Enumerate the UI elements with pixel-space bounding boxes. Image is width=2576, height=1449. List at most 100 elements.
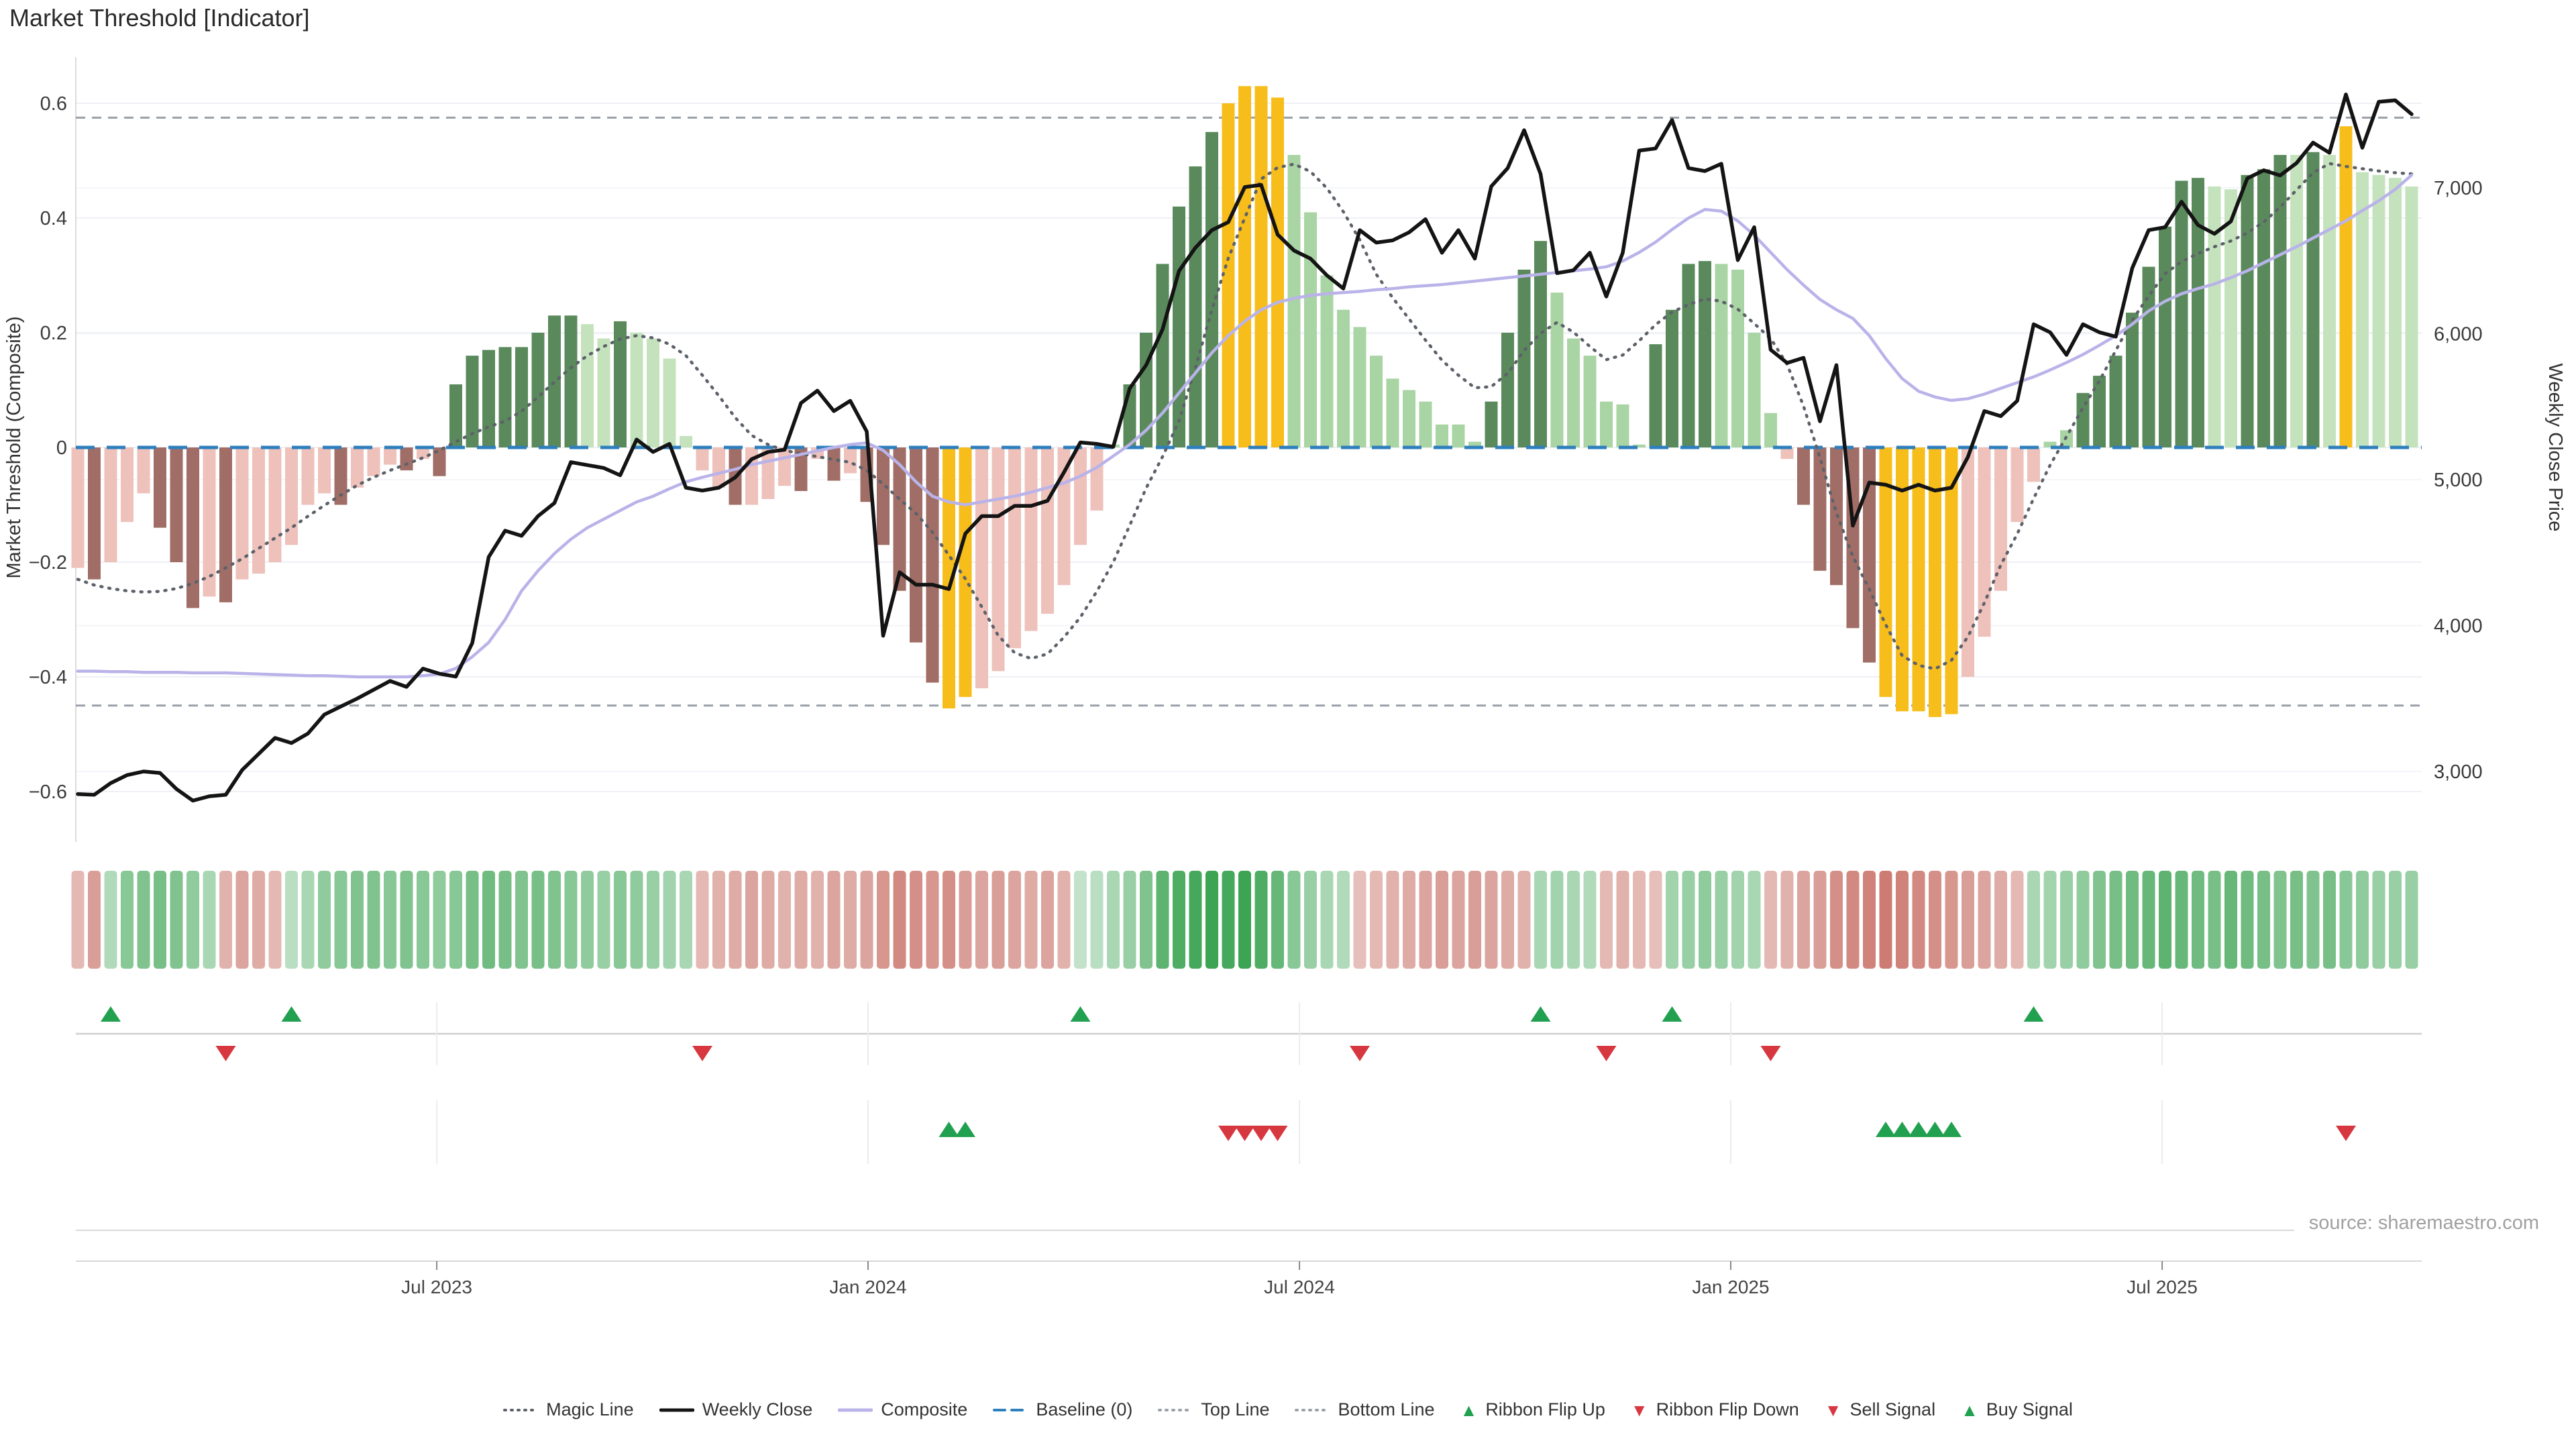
ribbon-cell [252, 871, 265, 969]
legend-item-label: Ribbon Flip Down [1656, 1399, 1799, 1419]
ribbon-cell [334, 871, 347, 969]
ribbon-cell [1517, 871, 1531, 969]
ribbon-flip-up-marker [1662, 1006, 1682, 1022]
ribbon-cell [1567, 871, 1580, 969]
legend-item-buy-signal[interactable]: ▲ Buy Signal [1961, 1399, 2073, 1420]
ribbon-cell [1846, 871, 1860, 969]
threshold-bar [2273, 154, 2287, 447]
threshold-bar [2126, 313, 2139, 447]
threshold-bar [88, 447, 101, 580]
ribbon-cell [384, 871, 396, 969]
threshold-bar [959, 447, 972, 697]
threshold-bar [2241, 174, 2254, 447]
threshold-bar [1912, 447, 1925, 712]
threshold-bar [1764, 413, 1777, 447]
ribbon-cell [1238, 871, 1251, 969]
threshold-bar [2142, 266, 2155, 447]
threshold-bar [991, 447, 1005, 672]
ribbon-cell [318, 871, 331, 969]
legend-item-label: Magic Line [546, 1399, 634, 1419]
ribbon-cell [137, 871, 150, 969]
legend-item-label: Composite [881, 1399, 968, 1419]
threshold-bar [1370, 356, 1383, 447]
threshold-bar [1156, 264, 1169, 447]
ribbon-cell [2093, 871, 2106, 969]
threshold-bar [1682, 264, 1695, 447]
ribbon-cell [2043, 871, 2057, 969]
ribbon-cell [893, 871, 906, 969]
threshold-bar [1616, 404, 1629, 447]
threshold-bar [482, 350, 495, 447]
threshold-bar [121, 447, 133, 523]
right-axis-tick: 4,000 [2434, 616, 2483, 637]
ribbon-flip-up-marker [281, 1006, 302, 1022]
legend-line-swatch [1158, 1408, 1193, 1411]
legend-item-sell-signal[interactable]: ▼ Sell Signal [1825, 1399, 1935, 1420]
ribbon-cell [466, 871, 479, 969]
legend-item-weekly-close[interactable]: Weekly Close [659, 1399, 812, 1420]
threshold-bar [1205, 131, 1218, 447]
legend-item-magic-line[interactable]: Magic Line [503, 1399, 634, 1420]
ribbon-cell [1748, 871, 1761, 969]
ribbon-cell [860, 871, 873, 969]
ribbon-cell [1830, 871, 1843, 969]
threshold-bar [1600, 401, 1613, 447]
ribbon-cell [449, 871, 462, 969]
right-axis-tick: 6,000 [2434, 324, 2483, 345]
threshold-bar [1090, 447, 1104, 511]
ribbon-cell [1600, 871, 1613, 969]
threshold-bar [1550, 292, 1564, 447]
ribbon-cell [1501, 871, 1514, 969]
threshold-bar [1797, 447, 1810, 505]
ribbon-flip-up-marker [1530, 1006, 1551, 1022]
threshold-bar [285, 447, 298, 545]
threshold-bar [219, 447, 232, 602]
ribbon-cell [975, 871, 988, 969]
sell-signal-marker [1234, 1126, 1255, 1141]
legend-item-composite[interactable]: Composite [838, 1399, 967, 1420]
threshold-bar [1468, 441, 1481, 447]
threshold-bar [1962, 447, 1974, 677]
legend-item-label: Buy Signal [1986, 1399, 2073, 1419]
threshold-bar [400, 447, 413, 471]
ribbon-cell [1041, 871, 1054, 969]
ribbon-cell [1419, 871, 1432, 969]
ribbon-cell [2241, 871, 2254, 969]
threshold-bar [1517, 269, 1531, 447]
ribbon-cell [1468, 871, 1481, 969]
legend-item-ribbon-flip-down[interactable]: ▼ Ribbon Flip Down [1631, 1399, 1799, 1420]
ribbon-cell [844, 871, 857, 969]
ribbon-flip-up-marker [1070, 1006, 1091, 1022]
threshold-bar [2175, 180, 2188, 447]
threshold-bar [2257, 169, 2270, 447]
ribbon-cell [88, 871, 101, 969]
ribbon-cell [1945, 871, 1958, 969]
buy-signal-marker [938, 1122, 959, 1137]
ribbon-cell [794, 871, 808, 969]
legend-item-baseline-0-[interactable]: Baseline (0) [993, 1399, 1132, 1420]
ribbon-cell [2126, 871, 2139, 969]
triangle-up-icon: ▲ [1460, 1399, 1478, 1420]
threshold-bar [2372, 174, 2385, 447]
threshold-bar [1534, 241, 1547, 447]
threshold-bar [647, 338, 659, 447]
legend-item-ribbon-flip-up[interactable]: ▲ Ribbon Flip Up [1460, 1399, 1605, 1420]
ribbon-cell [1156, 871, 1169, 969]
ribbon-flip-down-marker [1596, 1046, 1617, 1061]
ribbon-cell [680, 871, 692, 969]
legend-item-label: Ribbon Flip Up [1485, 1399, 1605, 1419]
source-backdrop [2294, 1206, 2542, 1237]
ribbon-cell [647, 871, 659, 969]
ribbon-cell [581, 871, 594, 969]
threshold-bar [893, 447, 906, 591]
ribbon-cell [1715, 871, 1728, 969]
threshold-bar [943, 447, 955, 709]
threshold-bar [1254, 86, 1268, 448]
threshold-bar [614, 321, 627, 447]
ribbon-cell [1666, 871, 1678, 969]
ribbon-cell [926, 871, 939, 969]
legend-item-top-line[interactable]: Top Line [1158, 1399, 1269, 1420]
x-axis-tick-label: Jan 2025 [1692, 1277, 1769, 1297]
legend-item-bottom-line[interactable]: Bottom Line [1295, 1399, 1435, 1420]
ribbon-cell [1386, 871, 1399, 969]
